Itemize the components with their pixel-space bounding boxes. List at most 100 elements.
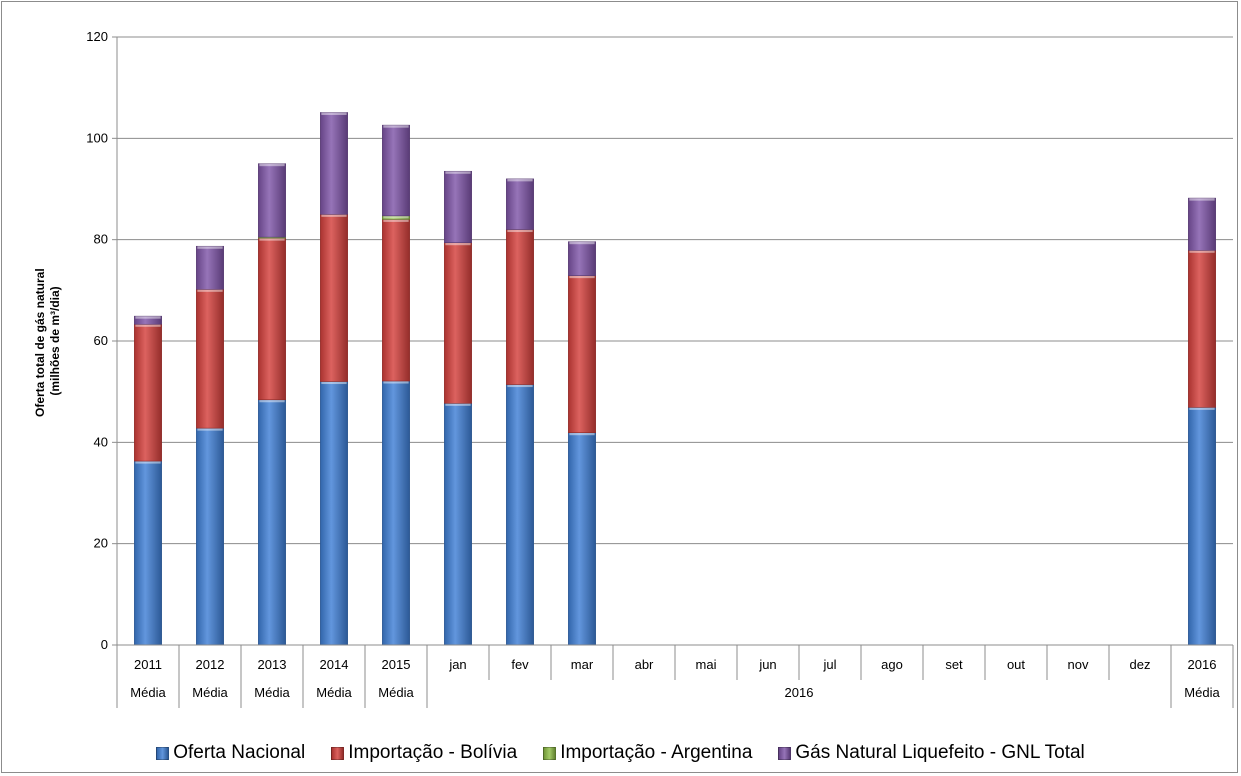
- bar-segment-highlight: [259, 238, 285, 241]
- x-group-label: Média: [130, 685, 166, 700]
- legend-item: Importação - Argentina: [543, 742, 752, 764]
- x-group-label: Média: [192, 685, 228, 700]
- x-tick-label: jan: [448, 657, 466, 672]
- y-tick-label: 0: [101, 637, 108, 652]
- x-tick-label: dez: [1130, 657, 1151, 672]
- legend-swatch: [156, 746, 170, 760]
- x-tick-label: out: [1007, 657, 1025, 672]
- legend-item: Oferta Nacional: [156, 742, 305, 764]
- bar-segment-highlight: [197, 246, 223, 249]
- bar-stack-2015: [382, 124, 410, 646]
- bar-segment-highlight: [383, 381, 409, 384]
- x-tick-label: jul: [822, 657, 836, 672]
- bar-segment: [134, 315, 162, 325]
- x-tick-label: 2012: [196, 657, 225, 672]
- bar-segment: [382, 124, 410, 217]
- x-group-label: Média: [1184, 685, 1220, 700]
- bar-segment-highlight: [321, 112, 347, 115]
- bar-segment: [320, 381, 348, 646]
- bar-segment: [506, 229, 534, 385]
- bar-segment-highlight: [321, 381, 347, 385]
- bar-segment: [382, 219, 410, 382]
- bar-stack-mar: [568, 241, 596, 646]
- bar-segment-highlight: [1189, 198, 1215, 201]
- bar-segment-highlight: [321, 214, 347, 217]
- y-axis-label: Oferta total de gás natural (milhões de …: [33, 265, 62, 417]
- y-tick-label: 80: [94, 232, 108, 247]
- bar-stack-2011: [134, 315, 162, 646]
- bar-segment: [382, 380, 410, 646]
- bar-segment: [1188, 197, 1216, 251]
- bar-segment-highlight: [383, 125, 409, 128]
- bar-segment-highlight: [507, 384, 533, 388]
- bar-segment: [506, 384, 534, 646]
- gridlines: [117, 36, 1233, 545]
- bar-segment: [258, 399, 286, 646]
- bars: [134, 112, 1216, 646]
- bar-segment-highlight: [135, 324, 161, 327]
- bar-segment: [1188, 407, 1216, 646]
- y-axis-label-line2: (milhões de m³/dia): [48, 286, 62, 395]
- bar-segment-highlight: [569, 432, 595, 436]
- bar-stack-2016: [1188, 197, 1216, 646]
- x-tick-label: mar: [571, 657, 594, 672]
- x-tick-label: set: [945, 657, 963, 672]
- x-tick-label: 2013: [258, 657, 287, 672]
- x-tick-label: ago: [881, 657, 903, 672]
- bar-segment-highlight: [445, 403, 471, 406]
- bar-segment-highlight: [1189, 407, 1215, 410]
- bar-stack-2012: [196, 245, 224, 646]
- bar-segment-highlight: [383, 215, 409, 219]
- x-tick-label: nov: [1068, 657, 1089, 672]
- bar-segment: [134, 460, 162, 646]
- y-tick-label: 120: [86, 29, 108, 44]
- bar-segment-highlight: [259, 163, 285, 167]
- bar-segment: [568, 432, 596, 646]
- legend: Oferta Nacional Importação - Bolívia Impor…: [0, 738, 1241, 768]
- bar-segment-highlight: [259, 399, 285, 403]
- x-tick-label: fev: [511, 657, 529, 672]
- x-tick-label: jun: [758, 657, 776, 672]
- legend-label: Gás Natural Liquefeito - GNL Total: [795, 742, 1085, 763]
- bar-segment-highlight: [569, 275, 595, 279]
- bar-segment: [444, 242, 472, 404]
- bar-segment: [568, 241, 596, 276]
- x-tick-label: 2014: [320, 657, 349, 672]
- bar-segment: [568, 275, 596, 434]
- bar-stack-fev: [506, 178, 534, 646]
- bar-segment: [444, 170, 472, 244]
- x-tick-label: 2015: [382, 657, 411, 672]
- bar-segment: [1188, 250, 1216, 408]
- bar-segment-highlight: [507, 178, 533, 182]
- legend-item: Importação - Bolívia: [331, 742, 517, 764]
- bar-segment: [320, 214, 348, 382]
- bar-segment-highlight: [445, 171, 471, 174]
- bar-segment: [444, 403, 472, 646]
- bar-segment-highlight: [135, 461, 161, 464]
- bar-segment-highlight: [507, 229, 533, 233]
- x-tick-label: mai: [696, 657, 717, 672]
- bar-stack-2014: [320, 112, 348, 646]
- bar-segment-highlight: [1189, 250, 1215, 253]
- bar-segment: [258, 237, 286, 401]
- legend-swatch: [778, 746, 792, 760]
- bar-stack-2013: [258, 163, 286, 646]
- legend-swatch: [331, 746, 345, 760]
- axes: 0 20 40 60 80 100 120 2011 2012 2013 2014 2015 jan fe…: [86, 29, 1234, 708]
- legend-label: Importação - Bolívia: [348, 742, 518, 763]
- legend-label: Oferta Nacional: [173, 742, 306, 763]
- bar-segment-highlight: [445, 242, 471, 246]
- y-tick-label: 100: [86, 130, 108, 145]
- x-tick-label: 2011: [134, 657, 162, 672]
- x-group-label: Média: [316, 685, 352, 700]
- bar-segment-highlight: [569, 241, 595, 245]
- bar-segment: [506, 178, 534, 230]
- bar-segment: [196, 427, 224, 646]
- bar-stack-jan: [444, 170, 472, 646]
- legend-item: Gás Natural Liquefeito - GNL Total: [778, 742, 1085, 764]
- bar-segment-highlight: [383, 219, 409, 222]
- bar-segment-highlight: [197, 428, 223, 431]
